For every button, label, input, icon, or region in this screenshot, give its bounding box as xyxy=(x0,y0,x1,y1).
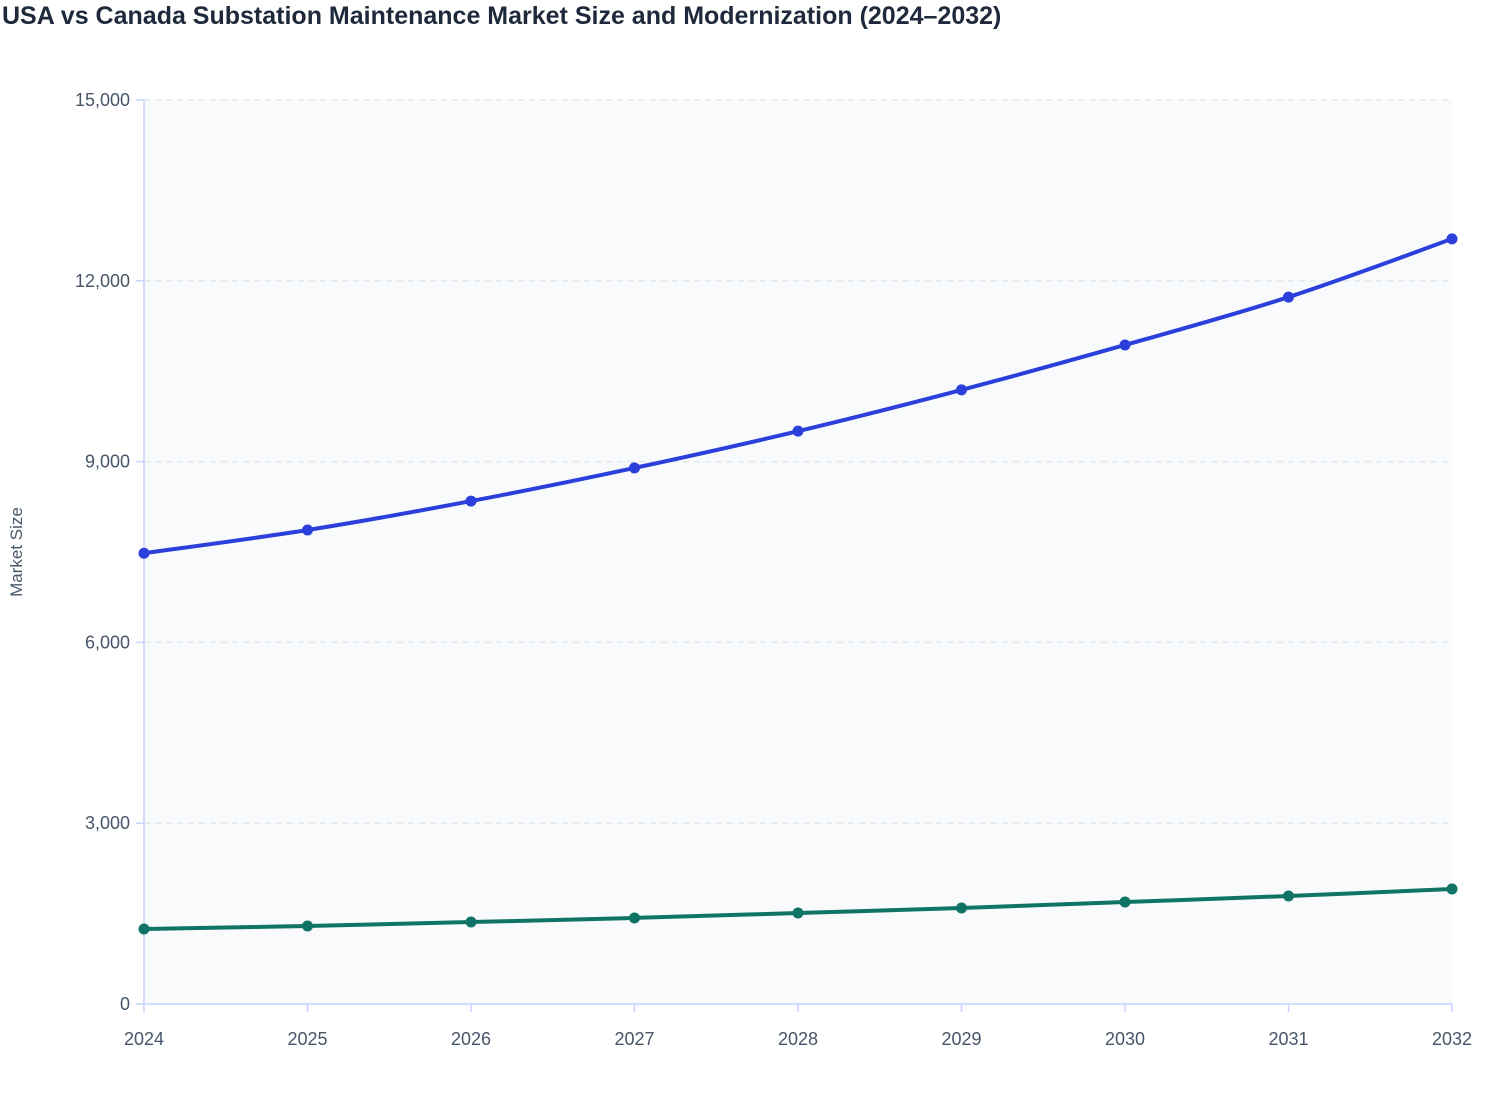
data-point xyxy=(1283,890,1294,902)
data-point xyxy=(1446,233,1458,245)
y-axis-label: Market Size xyxy=(7,507,26,597)
data-point xyxy=(792,907,804,919)
chart-title: USA vs Canada Substation Maintenance Mar… xyxy=(2,2,1002,30)
data-point xyxy=(1283,291,1294,303)
y-tick-label: 12,000 xyxy=(75,271,130,291)
x-tick-label: 2024 xyxy=(124,1029,164,1049)
x-tick-label: 2029 xyxy=(941,1029,981,1049)
data-point xyxy=(792,425,804,437)
data-point xyxy=(1119,896,1131,908)
y-tick-label: 3,000 xyxy=(85,813,130,833)
data-point xyxy=(465,916,477,928)
x-tick-label: 2032 xyxy=(1432,1029,1472,1049)
plot-background xyxy=(144,100,1452,1004)
data-point xyxy=(138,923,150,935)
data-point xyxy=(629,462,640,474)
x-tick-label: 2030 xyxy=(1105,1029,1145,1049)
data-point xyxy=(302,524,313,536)
data-point xyxy=(1119,339,1131,351)
y-tick-label: 0 xyxy=(120,994,130,1014)
x-tick-label: 2031 xyxy=(1268,1029,1308,1049)
x-tick-label: 2025 xyxy=(287,1029,327,1049)
series-line-0 xyxy=(143,237,1453,556)
y-tick-label: 15,000 xyxy=(75,90,130,110)
data-point xyxy=(138,547,150,559)
data-point xyxy=(956,384,967,396)
x-tick-label: 2027 xyxy=(614,1029,654,1049)
x-tick-label: 2028 xyxy=(778,1029,818,1049)
data-point xyxy=(1446,883,1458,895)
data-point xyxy=(629,912,640,924)
data-point xyxy=(956,902,967,914)
data-point xyxy=(465,495,477,507)
y-tick-label: 6,000 xyxy=(85,632,130,652)
y-tick-label: 9,000 xyxy=(85,452,130,472)
x-tick-label: 2026 xyxy=(451,1029,491,1049)
data-point xyxy=(302,920,313,932)
